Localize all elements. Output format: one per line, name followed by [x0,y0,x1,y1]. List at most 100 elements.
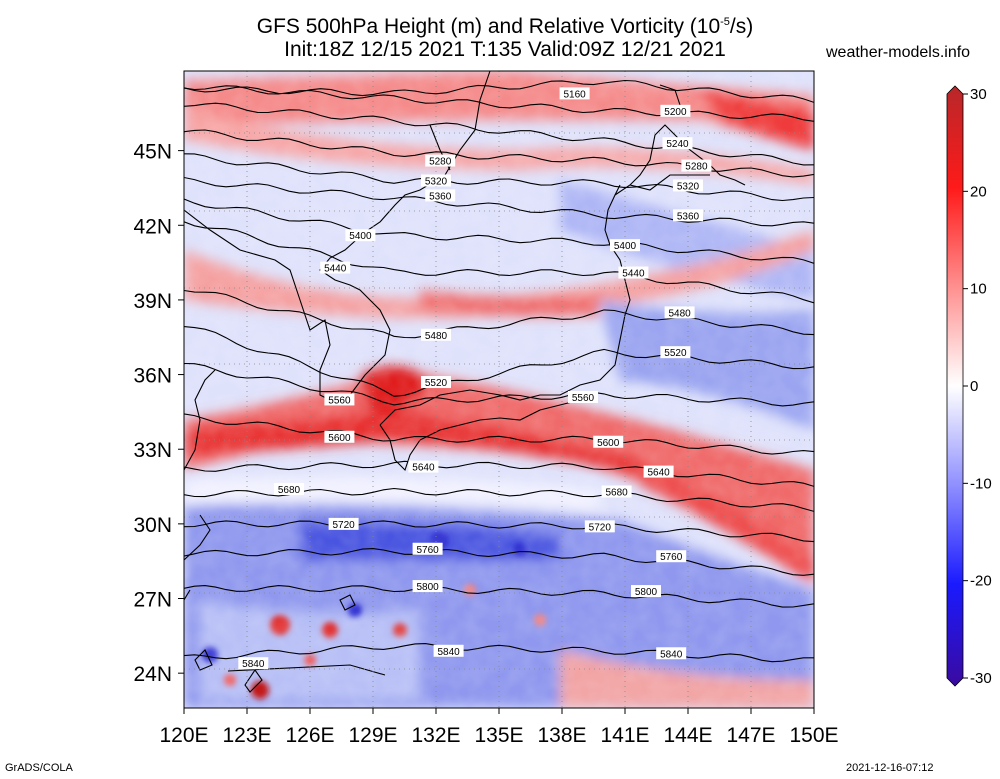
contour-label: 5600 [597,438,620,449]
contour-label-bg [681,159,712,172]
contour-label: 5480 [425,331,448,342]
contour-label: 5800 [416,582,439,593]
contour-label-bg [610,239,640,252]
contour-label: 5520 [664,348,687,359]
contour-label-bg [320,261,351,274]
contour-label-bg [425,189,456,202]
contour-label-bg [421,376,451,389]
contour-label-bg [408,460,439,473]
latitude-axis: 45N 42N 39N 36N 33N 30N 27N 24N [133,141,184,686]
lat-tick-label: 33N [133,439,172,462]
contour-label-bg [618,266,649,279]
lon-tick-label: 120E [159,724,208,747]
contour-label: 5280 [685,162,708,173]
contour-label-bg [662,137,693,150]
contour-line [184,643,814,663]
contour-label: 5720 [332,520,355,531]
colorbar: 30 20 10 0 -10 -20 -30 [946,85,992,687]
colorbar-label: 20 [970,183,987,200]
contour-label-bg [421,328,451,341]
contour-label-bg [345,229,376,242]
contour-line [184,85,814,122]
chart-title: GFS 500hPa Height (m) and Relative Vorti… [256,15,754,38]
contour-label-bg [421,174,451,187]
contour-label: 5840 [242,659,265,670]
contour-label-bg [324,393,355,406]
contour-label: 5680 [605,488,628,499]
contour-label-bg [584,520,615,533]
contour-label-bg [559,87,590,100]
contour-label-bg [568,390,598,403]
contour-label-bg [660,346,691,359]
contour-label: 5560 [328,395,351,406]
chart-subtitle: Init:18Z 12/15 2021 T:135 Valid:09Z 12/2… [284,38,726,61]
contour-label: 5480 [668,308,691,319]
contour-line [184,289,814,339]
footer-timestamp: 2021-12-16-07:12 [846,762,934,774]
contour-label: 5800 [635,587,658,598]
contour-label: 5400 [614,241,637,252]
contour-line [184,520,814,543]
contour-label-bg [425,154,456,167]
contour-label: 5520 [425,378,448,389]
lon-tick-label: 126E [285,724,334,747]
lon-tick-label: 138E [537,724,586,747]
contour-label: 5360 [677,211,700,222]
lon-tick-label: 129E [348,724,397,747]
contour-line [184,102,814,166]
contour-label: 5200 [664,107,687,118]
colorbar-label: 10 [970,281,987,298]
lat-tick-label: 27N [133,589,172,612]
footer-credit: GrADS/COLA [5,762,73,774]
lon-tick-label: 150E [789,724,838,747]
contour-label-bg [601,485,632,498]
contour-label-bg [656,550,687,563]
contour-label: 5360 [429,191,452,202]
longitude-axis: 120E 123E 126E 129E 132E 135E 138E 141E 144E 147E… [159,708,839,747]
contour-label-bg [593,435,624,448]
contour-line [184,460,814,487]
contour-label-bg [238,657,269,670]
lon-tick-label: 123E [222,724,271,747]
contour-label: 5720 [589,522,612,533]
contour-label: 5240 [666,139,689,150]
contour-label: 5600 [328,433,351,444]
contour-label-bg [328,517,359,530]
contour-label: 5640 [647,468,670,479]
contour-label: 5760 [416,545,439,556]
contour-label: 5840 [660,649,683,660]
site-watermark: weather-models.info [826,44,971,61]
lat-tick-label: 39N [133,290,172,313]
lon-tick-label: 144E [663,724,712,747]
lat-tick-label: 45N [133,141,172,164]
lon-tick-label: 141E [600,724,649,747]
colorbar-label: -20 [970,573,992,590]
colorbar-scale [946,85,964,687]
lon-tick-label: 135E [474,724,523,747]
contour-line [184,585,814,608]
contour-line [184,79,814,103]
contour-label: 5440 [622,269,645,280]
contour-label-bg [656,647,687,660]
contour-label-bg [660,104,691,117]
contour-label-bg [433,644,464,657]
contour-line [184,198,814,264]
contour-line [184,221,814,304]
contour-label-bg [673,209,703,222]
contour-label-bg [412,580,443,593]
contour-label-bg [664,306,695,319]
lat-tick-label: 30N [133,514,172,537]
contour-label: 5320 [677,181,700,192]
contour-line [184,413,814,455]
colorbar-label: -30 [970,670,992,687]
contour-label: 5560 [572,393,595,404]
contour-label-bg [412,542,443,555]
lon-tick-label: 132E [411,724,460,747]
lat-tick-label: 36N [133,365,172,388]
colorbar-label: 0 [970,378,978,395]
contour-label: 5160 [563,89,586,100]
contour-label-bg [643,465,674,478]
lon-tick-label: 147E [726,724,775,747]
contour-label: 5760 [660,552,683,563]
colorbar-label: -10 [970,475,992,492]
